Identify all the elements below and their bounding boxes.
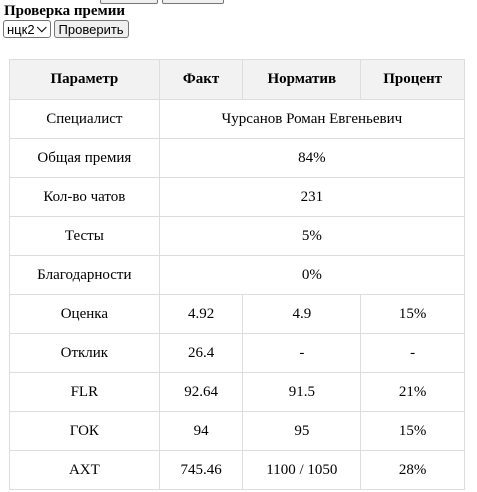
table-row: Кол-во чатов 231 <box>9 177 466 217</box>
row-norm: 1100 / 1050 <box>242 450 362 490</box>
row-param: Благодарности <box>9 255 160 295</box>
check-button[interactable]: Проверить <box>53 20 129 38</box>
bonus-table: Параметр Факт Норматив Процент Специалис… <box>9 59 466 490</box>
table-row: AXT 745.46 1100 / 1050 28% <box>9 450 465 490</box>
row-param: AXT <box>9 450 160 490</box>
row-percent: 15% <box>360 411 465 451</box>
table-row: Общая премия 84% <box>9 138 466 178</box>
cut-off-button[interactable] <box>162 0 224 4</box>
row-fact: 92.64 <box>158 372 244 412</box>
table-row: Оценка 4.92 4.9 15% <box>9 294 465 334</box>
cut-off-button[interactable] <box>100 0 158 4</box>
row-value: 5% <box>158 216 466 256</box>
header-percent: Процент <box>360 59 465 100</box>
row-fact: 4.92 <box>158 294 244 334</box>
group-select-value: нцк2 <box>7 21 35 37</box>
table-row: Благодарности 0% <box>9 255 466 295</box>
page-title: Проверка премии <box>4 3 126 19</box>
controls-bar: нцк2 Проверить <box>3 20 129 38</box>
row-param: Тесты <box>9 216 160 256</box>
row-value: 231 <box>158 177 466 217</box>
row-fact: 26.4 <box>158 333 244 373</box>
chevron-down-icon <box>36 21 47 32</box>
header-param: Параметр <box>9 59 160 100</box>
row-percent: 28% <box>360 450 465 490</box>
row-value: 84% <box>158 138 466 178</box>
row-param: Оценка <box>9 294 160 334</box>
table-header-row: Параметр Факт Норматив Процент <box>9 59 465 100</box>
row-norm: 4.9 <box>242 294 362 334</box>
row-percent: - <box>360 333 465 373</box>
row-norm: - <box>242 333 362 373</box>
header-fact: Факт <box>158 59 244 100</box>
group-select[interactable]: нцк2 <box>3 20 51 38</box>
row-param: ГОК <box>9 411 160 451</box>
row-param: Кол-во чатов <box>9 177 160 217</box>
row-value: 0% <box>158 255 466 295</box>
row-param: FLR <box>9 372 160 412</box>
table-row: Отклик 26.4 - - <box>9 333 465 373</box>
table-row: FLR 92.64 91.5 21% <box>9 372 465 412</box>
row-param: Специалист <box>9 99 160 139</box>
table-row: Специалист Чурсанов Роман Евгеньевич <box>9 99 466 139</box>
row-norm: 95 <box>242 411 362 451</box>
table-row: Тесты 5% <box>9 216 466 256</box>
row-percent: 15% <box>360 294 465 334</box>
row-percent: 21% <box>360 372 465 412</box>
header-norm: Норматив <box>242 59 362 100</box>
row-fact: 745.46 <box>158 450 244 490</box>
row-norm: 91.5 <box>242 372 362 412</box>
table-row: ГОК 94 95 15% <box>9 411 465 451</box>
row-param: Отклик <box>9 333 160 373</box>
row-fact: 94 <box>158 411 244 451</box>
row-param: Общая премия <box>9 138 160 178</box>
row-value: Чурсанов Роман Евгеньевич <box>158 99 466 139</box>
